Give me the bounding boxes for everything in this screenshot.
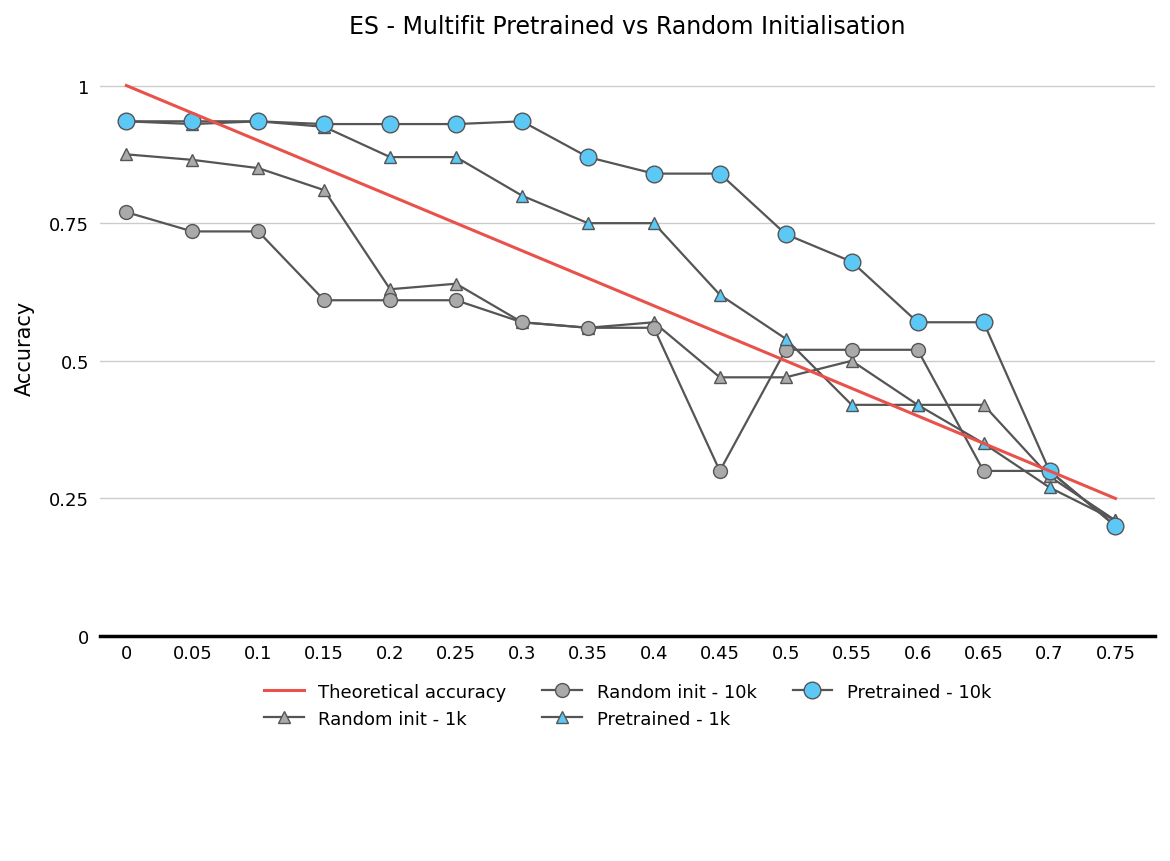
Pretrained - 10k <box>317 120 331 130</box>
Pretrained - 1k <box>713 290 727 300</box>
Pretrained - 10k <box>185 117 199 127</box>
Pretrained - 1k <box>779 334 793 344</box>
Pretrained - 1k <box>383 152 397 163</box>
Random init - 1k <box>119 150 133 160</box>
Pretrained - 1k <box>1042 483 1057 493</box>
Random init - 10k <box>647 323 661 333</box>
Random init - 10k <box>1108 521 1122 531</box>
Theoretical accuracy <box>1108 493 1122 504</box>
Legend: Theoretical accuracy, Random init - 1k, Random init - 10k, Pretrained - 1k, Pret: Theoretical accuracy, Random init - 1k, … <box>249 668 1005 743</box>
Random init - 1k <box>910 400 924 411</box>
Pretrained - 10k <box>383 120 397 130</box>
Line: Pretrained - 1k: Pretrained - 1k <box>121 116 1122 527</box>
Theoretical accuracy <box>647 301 661 312</box>
Random init - 10k <box>383 295 397 306</box>
Random init - 10k <box>317 295 331 306</box>
Pretrained - 1k <box>910 400 924 411</box>
Line: Random init - 1k: Random init - 1k <box>121 149 1122 527</box>
Random init - 10k <box>845 345 859 356</box>
Pretrained - 1k <box>185 120 199 130</box>
Random init - 10k <box>779 345 793 356</box>
Theoretical accuracy <box>185 108 199 119</box>
Pretrained - 10k <box>581 152 596 163</box>
X-axis label: Noise: Noise <box>599 677 656 697</box>
Random init - 1k <box>515 318 529 328</box>
Pretrained - 1k <box>1108 516 1122 526</box>
Random init - 1k <box>779 373 793 383</box>
Theoretical accuracy <box>779 356 793 367</box>
Theoretical accuracy <box>977 439 991 449</box>
Pretrained - 10k <box>119 117 133 127</box>
Random init - 1k <box>977 400 991 411</box>
Theoretical accuracy <box>845 384 859 394</box>
Random init - 10k <box>449 295 463 306</box>
Random init - 10k <box>910 345 924 356</box>
Theoretical accuracy <box>119 81 133 91</box>
Line: Pretrained - 10k: Pretrained - 10k <box>118 114 1123 535</box>
Pretrained - 10k <box>449 120 463 130</box>
Pretrained - 10k <box>1108 521 1122 531</box>
Random init - 10k <box>119 208 133 218</box>
Pretrained - 1k <box>581 219 596 229</box>
Pretrained - 10k <box>1042 466 1057 476</box>
Pretrained - 10k <box>845 257 859 268</box>
Line: Random init - 10k: Random init - 10k <box>119 206 1122 533</box>
Pretrained - 10k <box>977 318 991 328</box>
Line: Theoretical accuracy: Theoretical accuracy <box>126 86 1115 499</box>
Y-axis label: Accuracy: Accuracy <box>15 300 35 395</box>
Theoretical accuracy <box>1042 466 1057 476</box>
Pretrained - 10k <box>647 170 661 180</box>
Pretrained - 1k <box>977 439 991 449</box>
Random init - 1k <box>845 356 859 367</box>
Pretrained - 1k <box>252 117 266 127</box>
Theoretical accuracy <box>581 274 596 284</box>
Random init - 10k <box>515 318 529 328</box>
Title: ES - Multifit Pretrained vs Random Initialisation: ES - Multifit Pretrained vs Random Initi… <box>350 15 906 39</box>
Pretrained - 1k <box>845 400 859 411</box>
Pretrained - 1k <box>647 219 661 229</box>
Pretrained - 10k <box>779 230 793 240</box>
Random init - 10k <box>1042 466 1057 476</box>
Random init - 1k <box>581 323 596 333</box>
Pretrained - 10k <box>252 117 266 127</box>
Theoretical accuracy <box>383 191 397 201</box>
Random init - 10k <box>713 466 727 476</box>
Pretrained - 10k <box>910 318 924 328</box>
Theoretical accuracy <box>515 246 529 257</box>
Theoretical accuracy <box>713 329 727 339</box>
Random init - 1k <box>383 285 397 295</box>
Random init - 1k <box>252 164 266 174</box>
Theoretical accuracy <box>449 219 463 229</box>
Pretrained - 1k <box>317 122 331 133</box>
Random init - 1k <box>647 318 661 328</box>
Pretrained - 10k <box>713 170 727 180</box>
Random init - 10k <box>185 227 199 238</box>
Pretrained - 1k <box>119 117 133 127</box>
Pretrained - 10k <box>515 117 529 127</box>
Theoretical accuracy <box>252 136 266 146</box>
Random init - 1k <box>449 279 463 289</box>
Random init - 1k <box>1108 516 1122 526</box>
Random init - 10k <box>977 466 991 476</box>
Random init - 1k <box>1042 472 1057 482</box>
Random init - 10k <box>252 227 266 238</box>
Random init - 1k <box>185 156 199 166</box>
Random init - 1k <box>317 186 331 196</box>
Pretrained - 1k <box>449 152 463 163</box>
Theoretical accuracy <box>910 412 924 422</box>
Pretrained - 1k <box>515 191 529 201</box>
Random init - 1k <box>713 373 727 383</box>
Random init - 10k <box>581 323 596 333</box>
Theoretical accuracy <box>317 164 331 174</box>
